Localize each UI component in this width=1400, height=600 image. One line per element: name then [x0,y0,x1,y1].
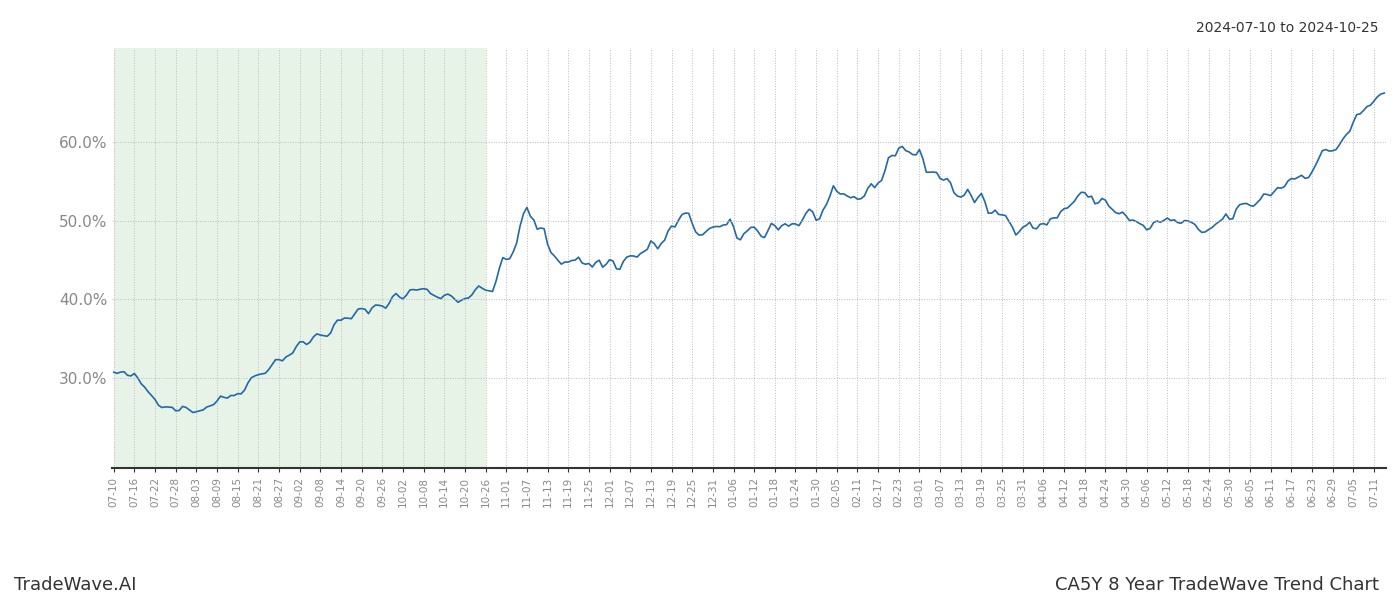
Text: CA5Y 8 Year TradeWave Trend Chart: CA5Y 8 Year TradeWave Trend Chart [1056,576,1379,594]
Bar [113,48,486,468]
Text: TradeWave.AI: TradeWave.AI [14,576,137,594]
Text: 2024-07-10 to 2024-10-25: 2024-07-10 to 2024-10-25 [1197,21,1379,35]
